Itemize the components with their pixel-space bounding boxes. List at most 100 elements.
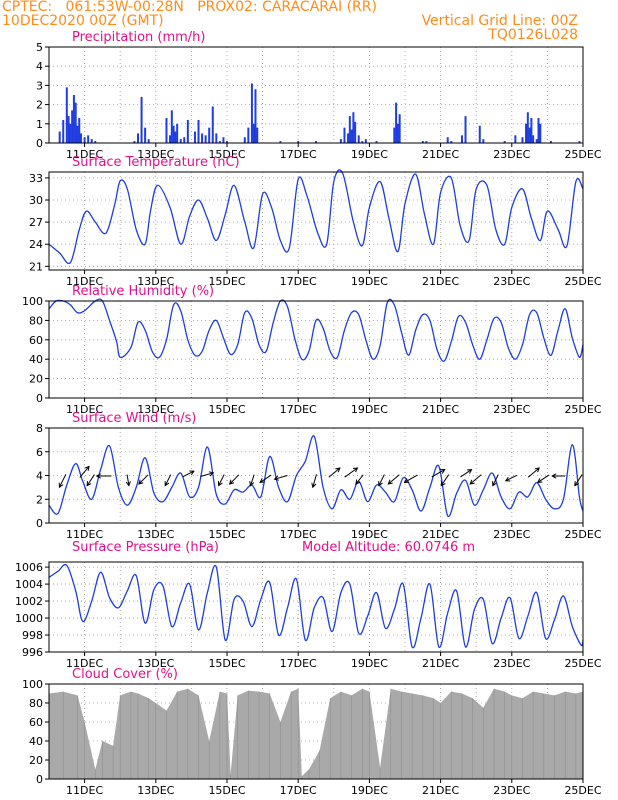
wind-arrow — [229, 474, 240, 485]
precip-bar — [197, 119, 200, 143]
precip-bar — [375, 141, 378, 143]
precip-bar — [446, 137, 449, 143]
precip-xtick-label: 23DEC — [493, 148, 530, 161]
cloud-xtick-label: 21DEC — [422, 784, 459, 797]
wind-xtick-label: 23DEC — [493, 528, 530, 541]
rh-ytick-label: 60 — [29, 334, 43, 347]
wind-arrow — [250, 474, 255, 486]
precip-bar — [62, 119, 65, 143]
wind-arrow-head — [217, 481, 223, 487]
wind-arrow-head — [58, 482, 64, 489]
precip-bar — [193, 131, 196, 143]
temp-xtick-label: 23DEC — [493, 275, 530, 288]
precip-bar — [72, 95, 75, 143]
pres-xtick-label: 13DEC — [137, 657, 174, 670]
precip-bar — [67, 116, 70, 143]
precip-ytick-label: 5 — [36, 41, 43, 54]
wind-xtick-label: 17DEC — [280, 528, 317, 541]
temp-panel — [45, 169, 584, 274]
wind-xtick-label: 19DEC — [351, 528, 388, 541]
wind-arrow — [574, 474, 583, 486]
wind-xtick-label: 15DEC — [208, 528, 245, 541]
precip-bar — [208, 127, 211, 143]
wind-arrow — [259, 474, 272, 483]
wind-arrow-head — [440, 469, 446, 474]
rh-xtick-label: 13DEC — [137, 403, 174, 416]
precip-bar — [211, 106, 214, 143]
precip-bar — [133, 141, 136, 143]
wind-arrow — [312, 474, 317, 488]
precip-bar — [530, 118, 533, 143]
wind-panel — [45, 427, 584, 527]
rh-xtick-label: 11DEC — [66, 403, 103, 416]
wind-arrow-head — [95, 473, 101, 479]
precip-bar — [537, 118, 540, 143]
precip-bar — [74, 102, 77, 143]
wind-arrow-head — [492, 481, 497, 487]
precip-bar — [256, 127, 259, 143]
pres-ytick-label: 996 — [22, 646, 43, 659]
cloud-xtick-label: 23DEC — [493, 784, 530, 797]
precip-bar — [69, 123, 72, 143]
wind-arrow-head — [352, 467, 359, 473]
precip-bar — [460, 135, 463, 143]
cloud-ytick-label: 80 — [29, 697, 43, 710]
precip-bar — [65, 87, 68, 143]
temp-ytick-label: 27 — [29, 216, 43, 229]
wind-arrow-head — [138, 479, 144, 485]
precip-bar — [398, 114, 401, 143]
precip-ytick-label: 4 — [36, 60, 43, 73]
precip-bar — [514, 135, 517, 143]
rh-xtick-label: 15DEC — [208, 403, 245, 416]
wind-arrow-head — [189, 470, 195, 476]
wind-arrow — [164, 474, 172, 486]
precip-bar — [90, 139, 93, 143]
pres-xtick-label: 23DEC — [493, 657, 530, 670]
rh-xtick-label: 25DEC — [564, 403, 601, 416]
precip-bar — [144, 127, 147, 143]
precip-bar — [343, 127, 346, 143]
wind-arrow-head — [574, 481, 580, 487]
precip-xtick-label: 11DEC — [66, 148, 103, 161]
precip-bar — [243, 137, 246, 143]
precip-bar — [478, 125, 481, 143]
wind-arrow-head — [208, 471, 215, 477]
cloud-xtick-label: 17DEC — [280, 784, 317, 797]
precip-bar — [315, 141, 317, 143]
precip-bar — [222, 137, 225, 143]
cloud-xtick-label: 25DEC — [564, 784, 601, 797]
wind-xtick-label: 21DEC — [422, 528, 459, 541]
wind-arrow — [126, 474, 130, 486]
precip-bar — [532, 135, 535, 143]
wind-xtick-label: 13DEC — [137, 528, 174, 541]
temp-frame — [48, 171, 584, 271]
precip-bar — [137, 133, 139, 143]
rh-ytick-label: 20 — [29, 373, 43, 386]
precip-bar — [254, 89, 257, 143]
cloud-ytick-label: 100 — [22, 678, 43, 691]
rh-line — [48, 298, 584, 362]
wind-ytick-label: 8 — [36, 422, 43, 435]
precip-bar — [354, 121, 357, 143]
precip-bar — [140, 96, 143, 143]
wind-ytick-label: 4 — [36, 470, 43, 483]
precip-bar — [83, 137, 86, 143]
wind-ytick-label: 2 — [36, 493, 43, 506]
wind-arrow — [328, 467, 341, 478]
wind-arrow — [218, 474, 225, 486]
rh-xtick-label: 19DEC — [351, 403, 388, 416]
temp-xtick-label: 19DEC — [351, 275, 388, 288]
precip-bar — [186, 119, 189, 143]
precip-bar — [218, 141, 221, 143]
pres-xtick-label: 15DEC — [208, 657, 245, 670]
temp-ytick-label: 33 — [29, 172, 43, 185]
cloud-frame — [48, 683, 584, 780]
wind-arrow — [404, 474, 418, 483]
wind-line — [48, 435, 584, 518]
temp-xtick-label: 17DEC — [280, 275, 317, 288]
temp-line — [48, 169, 584, 265]
precip-bar — [297, 141, 300, 143]
precip-bar — [464, 116, 467, 143]
precip-bar — [361, 141, 364, 143]
